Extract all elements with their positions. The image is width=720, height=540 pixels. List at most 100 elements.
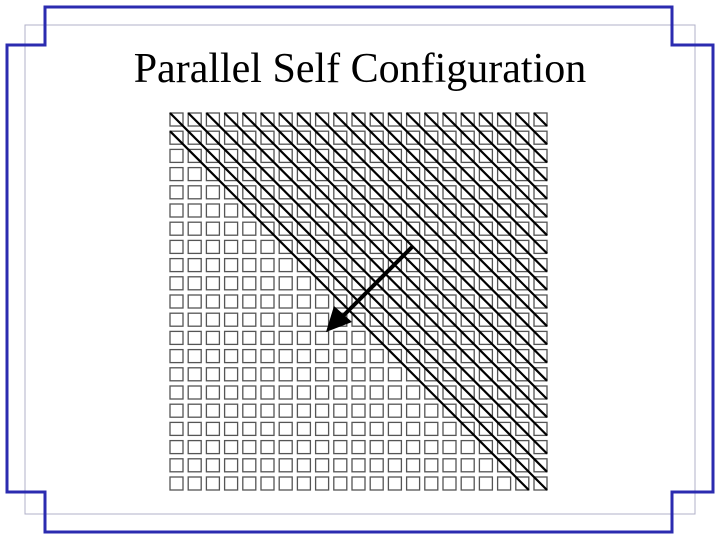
cell [296, 203, 312, 218]
cell [387, 330, 403, 346]
cell [242, 348, 257, 364]
cell [223, 203, 239, 218]
cell [442, 257, 457, 273]
cell [278, 367, 293, 382]
cell [296, 221, 312, 236]
cell [496, 112, 512, 127]
cell [260, 348, 275, 364]
cell [387, 385, 403, 400]
cell [496, 148, 512, 164]
cell [187, 476, 202, 491]
cell [515, 166, 530, 182]
cell [424, 312, 439, 327]
cell [369, 130, 384, 145]
cell [314, 276, 330, 291]
cell [187, 312, 202, 327]
cell [515, 221, 530, 236]
cell [169, 348, 184, 364]
cell [387, 239, 403, 255]
cell [478, 166, 494, 182]
cell [296, 239, 312, 255]
cell [496, 166, 512, 182]
cell [351, 458, 366, 473]
cell [314, 294, 330, 309]
cell [405, 348, 421, 364]
cell [533, 458, 548, 473]
cell [314, 458, 330, 473]
cell [405, 367, 421, 382]
cell [242, 312, 257, 327]
cell [387, 367, 403, 382]
cell [242, 476, 257, 491]
cell [223, 221, 239, 236]
cell [351, 348, 366, 364]
cell [296, 257, 312, 273]
cell [369, 239, 384, 255]
cell [496, 257, 512, 273]
cell [460, 130, 475, 145]
cell [351, 203, 366, 218]
cell [424, 203, 439, 218]
cell [478, 385, 494, 400]
cell [478, 458, 494, 473]
cell [351, 421, 366, 437]
cell [351, 476, 366, 491]
cell [496, 312, 512, 327]
cell [515, 130, 530, 145]
cell [405, 439, 421, 455]
cell [278, 458, 293, 473]
cell [242, 385, 257, 400]
cell [314, 403, 330, 418]
cell [478, 403, 494, 418]
cell [242, 439, 257, 455]
cell [296, 439, 312, 455]
cell [442, 185, 457, 200]
configured-diagonal [515, 112, 548, 145]
cell [460, 221, 475, 236]
cell [515, 294, 530, 309]
cell [260, 148, 275, 164]
cell [424, 403, 439, 418]
configured-diagonal [478, 112, 548, 182]
cell [515, 239, 530, 255]
cell [242, 185, 257, 200]
cell [424, 348, 439, 364]
cell [442, 221, 457, 236]
cell [460, 385, 475, 400]
cell [369, 385, 384, 400]
cell [223, 348, 239, 364]
cell [260, 130, 275, 145]
cell [424, 257, 439, 273]
cell [478, 439, 494, 455]
cell [387, 476, 403, 491]
cell [442, 403, 457, 418]
cell [515, 476, 530, 491]
configured-diagonal [496, 112, 548, 164]
propagation-arrow [326, 244, 415, 332]
cell [187, 439, 202, 455]
cell [187, 330, 202, 346]
cell [223, 276, 239, 291]
arrow-shaft [338, 244, 415, 321]
cell [223, 385, 239, 400]
cell [278, 185, 293, 200]
cell [460, 367, 475, 382]
cell [351, 367, 366, 382]
cell [278, 348, 293, 364]
cell [223, 403, 239, 418]
cell [278, 130, 293, 145]
cell [223, 112, 239, 127]
cell [424, 421, 439, 437]
cell [515, 203, 530, 218]
cell [278, 148, 293, 164]
cell [333, 166, 348, 182]
cell [169, 312, 184, 327]
cell [333, 385, 348, 400]
cell [515, 185, 530, 200]
configured-diagonal [442, 112, 548, 218]
cell [205, 403, 221, 418]
cell [260, 458, 275, 473]
cell [223, 294, 239, 309]
cell [205, 221, 221, 236]
cell [260, 330, 275, 346]
